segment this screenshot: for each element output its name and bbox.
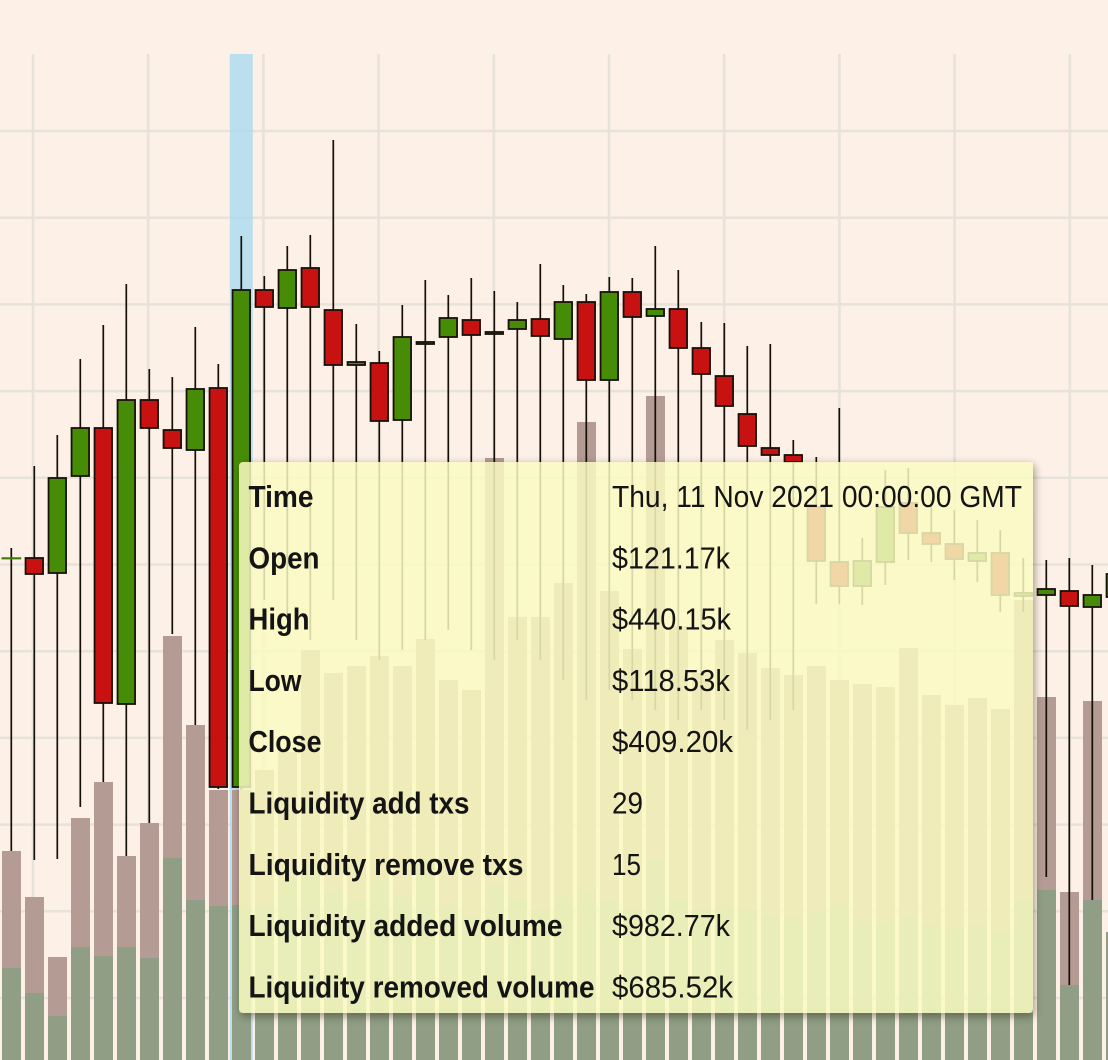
svg-text:$982.77k: $982.77k: [612, 908, 730, 943]
svg-text:Liquidity removed volume: Liquidity removed volume: [249, 969, 595, 1004]
svg-text:29: 29: [612, 786, 643, 821]
svg-text:Time: Time: [249, 479, 314, 514]
svg-text:15: 15: [612, 847, 641, 882]
svg-text:Liquidity add txs: Liquidity add txs: [249, 786, 470, 821]
svg-text:Liquidity remove txs: Liquidity remove txs: [249, 847, 524, 882]
svg-text:Close: Close: [249, 724, 322, 759]
svg-text:$121.17k: $121.17k: [612, 540, 730, 575]
svg-text:Low: Low: [249, 663, 303, 698]
svg-text:Open: Open: [249, 540, 320, 575]
svg-text:Thu, 11 Nov 2021 00:00:00 GMT: Thu, 11 Nov 2021 00:00:00 GMT: [612, 479, 1022, 514]
svg-text:$118.53k: $118.53k: [612, 663, 730, 698]
svg-text:High: High: [249, 602, 310, 637]
svg-text:$685.52k: $685.52k: [612, 969, 733, 1004]
svg-text:Liquidity added volume: Liquidity added volume: [249, 908, 563, 943]
svg-text:$409.20k: $409.20k: [612, 724, 733, 759]
svg-text:$440.15k: $440.15k: [612, 602, 731, 637]
